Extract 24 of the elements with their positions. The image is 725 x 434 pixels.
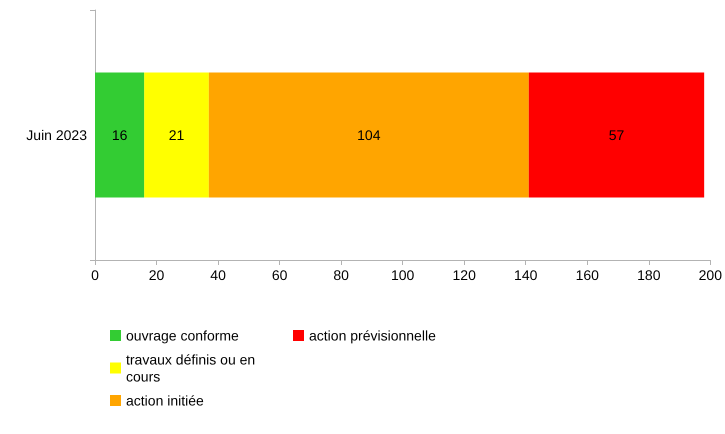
x-tick-label: 160 — [576, 267, 600, 283]
x-tick-label: 0 — [91, 267, 100, 283]
data-label: 21 — [168, 127, 185, 143]
x-tick-label: 120 — [452, 267, 476, 283]
bar — [208, 72, 529, 198]
x-tick-label: 140 — [514, 267, 538, 283]
bar — [528, 72, 704, 198]
data-label: 104 — [357, 127, 381, 143]
y-tick-label: Juin 2023 — [26, 127, 88, 143]
x-tick-label: 60 — [272, 267, 288, 283]
x-tick-label: 40 — [210, 267, 226, 283]
bar — [144, 72, 209, 198]
bar — [95, 72, 144, 198]
x-tick-label: 20 — [148, 267, 165, 283]
data-label: 57 — [608, 127, 624, 143]
legend-label: action initiée — [126, 392, 204, 408]
x-tick-label: 80 — [333, 267, 350, 283]
data-label: 16 — [112, 127, 128, 143]
legend-label: travaux définis ou en cours — [126, 352, 260, 384]
x-tick-label: 180 — [637, 267, 661, 283]
x-tick-label: 200 — [698, 267, 722, 283]
legend-label: ouvrage conforme — [126, 328, 240, 344]
legend-label: action prévisionnelle — [309, 328, 436, 344]
x-tick-label: 100 — [390, 267, 415, 283]
